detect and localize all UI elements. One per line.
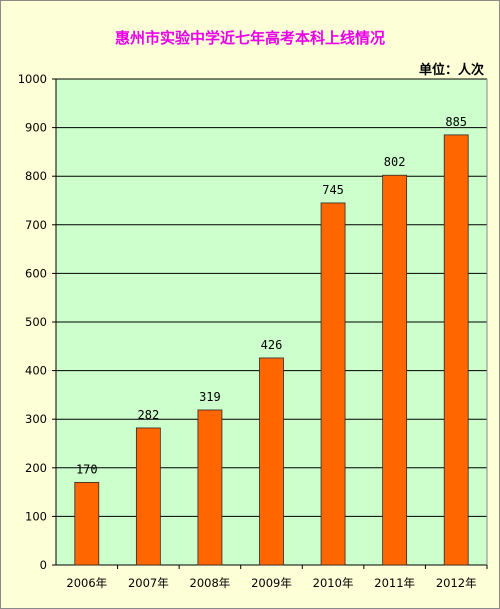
x-tick-label-4: 2010年 xyxy=(313,576,354,590)
data-label-1: 282 xyxy=(138,408,160,422)
x-tick-label-1: 2007年 xyxy=(128,576,169,590)
x-tick-label-2: 2008年 xyxy=(190,576,231,590)
y-tick-label: 500 xyxy=(25,315,47,329)
y-tick-label: 300 xyxy=(25,412,47,426)
bar-2 xyxy=(197,409,223,566)
bar-6 xyxy=(443,134,469,566)
x-tick-label-3: 2009年 xyxy=(251,576,292,590)
unit-label: 单位：人次 xyxy=(418,63,484,78)
bar-3 xyxy=(259,357,284,566)
data-label-5: 802 xyxy=(384,155,406,169)
data-label-3: 426 xyxy=(261,338,283,352)
bar-1 xyxy=(135,427,161,566)
data-label-6: 885 xyxy=(445,115,467,129)
chart-title: 惠州市实验中学近七年高考本科上线情况 xyxy=(114,29,385,47)
x-tick-label-6: 2012年 xyxy=(436,576,477,590)
y-tick-label: 600 xyxy=(25,266,47,280)
data-label-4: 745 xyxy=(322,183,344,197)
y-tick-label: 1000 xyxy=(18,72,47,86)
y-tick-label: 200 xyxy=(25,461,47,475)
data-label-0: 170 xyxy=(76,462,98,476)
y-tick-label: 700 xyxy=(25,218,47,232)
bar-0 xyxy=(74,481,100,566)
y-tick-label: 100 xyxy=(25,509,47,523)
x-tick-label-5: 2011年 xyxy=(374,576,415,590)
bar-4 xyxy=(320,202,346,566)
y-tick-label: 800 xyxy=(25,169,47,183)
y-tick-label: 0 xyxy=(40,558,47,572)
y-tick-label: 900 xyxy=(25,121,47,135)
y-tick-label: 400 xyxy=(25,364,47,378)
x-tick-label-0: 2006年 xyxy=(66,576,107,590)
data-label-2: 319 xyxy=(199,390,221,404)
bar-5 xyxy=(382,174,408,566)
